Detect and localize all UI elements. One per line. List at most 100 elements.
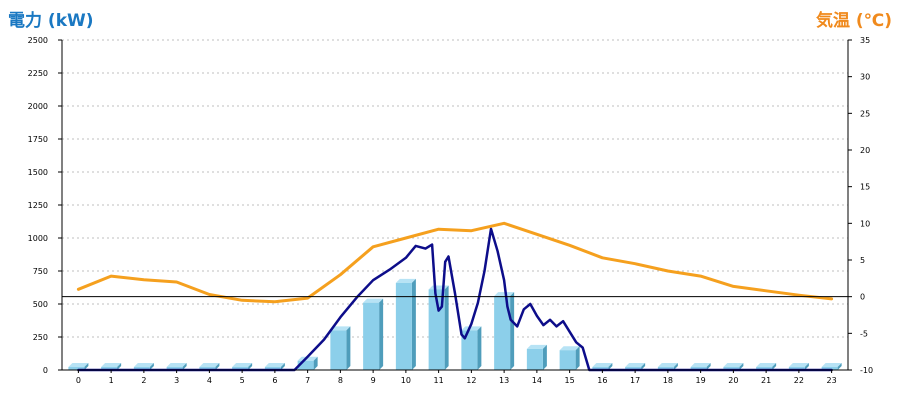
x-tick-label: 1: [109, 376, 114, 385]
power-bar-side: [641, 363, 646, 370]
power-bar: [723, 363, 744, 370]
bar-layer: [68, 278, 842, 370]
left-tick-label: 0: [43, 366, 48, 375]
power-bar-front: [657, 367, 674, 370]
power-bar-front: [723, 367, 740, 370]
left-axis-title: 電力 (kW): [8, 11, 94, 31]
power-line: [77, 227, 833, 372]
power-bar: [428, 285, 449, 370]
power-bar-side: [248, 363, 253, 370]
left-tick-label: 1000: [28, 234, 48, 243]
left-tick-label: 2250: [28, 69, 48, 78]
grid-layer: [62, 39, 848, 338]
power-bar: [232, 363, 253, 370]
power-bar-side: [673, 363, 678, 370]
left-tick-label: 500: [33, 300, 48, 309]
power-bar-top: [133, 363, 154, 367]
right-tick-label: 5: [860, 256, 865, 265]
right-tick-label: -10: [860, 366, 873, 375]
x-tick-label: 10: [401, 376, 411, 385]
x-tick-label: 15: [565, 376, 575, 385]
power-bar-front: [264, 367, 281, 370]
power-bar: [297, 356, 318, 370]
power-bar-top: [821, 363, 842, 367]
power-bar: [690, 363, 711, 370]
power-bar-top: [297, 356, 318, 361]
power-bar-top: [723, 363, 744, 367]
power-bar-front: [690, 367, 707, 370]
left-tick-label: 2000: [28, 102, 48, 111]
power-bar: [657, 363, 678, 370]
power-bar-top: [101, 363, 122, 367]
right-tick-label: 10: [860, 219, 870, 228]
power-bar-top: [526, 344, 547, 349]
power-bar-side: [182, 363, 187, 370]
x-tick-label: 7: [305, 376, 310, 385]
power-bar: [330, 326, 351, 370]
power-bar-top: [166, 363, 187, 367]
power-bar: [788, 363, 809, 370]
power-bar-side: [837, 363, 842, 370]
power-bar: [133, 363, 154, 370]
power-bar: [461, 326, 482, 370]
x-tick-label: 11: [434, 376, 444, 385]
power-bar-top: [625, 363, 646, 367]
power-bar-top: [756, 363, 777, 367]
x-tick-label: 13: [499, 376, 509, 385]
x-tick-label: 3: [174, 376, 179, 385]
left-tick-label: 750: [33, 267, 48, 276]
power-bar-top: [264, 363, 285, 367]
right-tick-label: 20: [860, 146, 870, 155]
x-tick-label: 16: [597, 376, 607, 385]
right-axis-title: 気温 (℃): [815, 11, 892, 31]
power-bar-top: [657, 363, 678, 367]
power-bar-front: [166, 367, 183, 370]
power-bar-front: [363, 302, 380, 370]
power-bar-front: [559, 350, 576, 370]
power-bar-front: [232, 367, 249, 370]
right-tick-label: 15: [860, 183, 870, 192]
power-bar: [166, 363, 187, 370]
x-tick-label: 19: [696, 376, 706, 385]
temperature-line: [76, 221, 834, 304]
x-tick-label: 14: [532, 376, 542, 385]
power-bar-top: [592, 363, 613, 367]
x-tick-label: 23: [827, 376, 837, 385]
x-tick-label: 12: [466, 376, 476, 385]
power-bar-side: [804, 363, 809, 370]
right-tick-label: 0: [860, 293, 865, 302]
power-bar: [101, 363, 122, 370]
power-bar-top: [559, 346, 580, 351]
right-tick-label: -5: [860, 329, 868, 338]
x-tick-label: 9: [371, 376, 376, 385]
power-bar: [821, 363, 842, 370]
x-tick-label: 6: [272, 376, 277, 385]
power-bar-side: [575, 346, 580, 370]
left-tick-label: 2500: [28, 36, 48, 45]
left-tick-label: 250: [33, 333, 48, 342]
power-bar-side: [346, 326, 351, 370]
power-bar-front: [821, 367, 838, 370]
power-bar-side: [510, 292, 515, 370]
x-tick-label: 17: [630, 376, 640, 385]
x-tick-label: 22: [794, 376, 804, 385]
power-bar-top: [690, 363, 711, 367]
power-bar-side: [379, 298, 384, 370]
power-bar-front: [101, 367, 118, 370]
left-tick-label: 1750: [28, 135, 48, 144]
power-bar-front: [461, 330, 478, 370]
power-bar-front: [756, 367, 773, 370]
power-bar: [559, 346, 580, 370]
power-bar: [625, 363, 646, 370]
power-bar: [68, 363, 89, 370]
power-bar-side: [444, 285, 449, 370]
power-bar: [395, 278, 416, 370]
power-bar-side: [772, 363, 777, 370]
power-bar-front: [494, 296, 511, 370]
power-bar-top: [788, 363, 809, 367]
power-bar: [756, 363, 777, 370]
power-bar: [199, 363, 220, 370]
power-bar-top: [363, 298, 384, 303]
power-bar-side: [542, 344, 547, 370]
x-tick-label: 18: [663, 376, 673, 385]
